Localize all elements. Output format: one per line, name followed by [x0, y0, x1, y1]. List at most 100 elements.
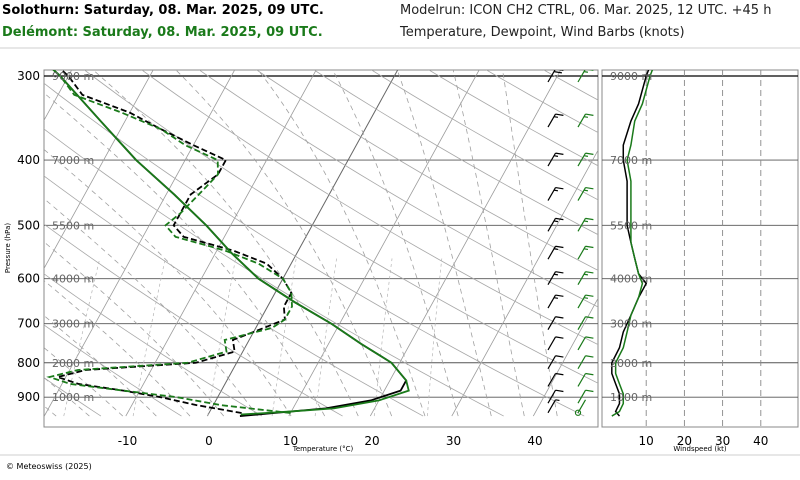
- x-axis-label: Temperature (°C): [292, 445, 354, 453]
- isotherm: [696, 56, 800, 416]
- wind-altitude-label: 5500 m: [610, 219, 652, 232]
- station1-wind-barb: [547, 113, 564, 128]
- wind-altitude-label: 2000 m: [610, 357, 652, 370]
- skewt-plot-area: [44, 56, 800, 417]
- station2-wind-barb: [577, 271, 594, 285]
- dry-adiabat: [83, 70, 598, 384]
- station2-windspeed-line: [611, 70, 654, 417]
- station2-wind-barb-flag: [585, 294, 594, 297]
- wind-altitude-label: 1000 m: [610, 391, 652, 404]
- station2-wind-barb-flag: [585, 355, 594, 358]
- station2-wind-barb: [574, 399, 587, 416]
- mixing-ratio-line: [63, 258, 101, 417]
- station1-wind-barb: [547, 336, 564, 351]
- moist-adiabat: [332, 70, 459, 417]
- station1-wind-barb-flag: [555, 372, 564, 376]
- mixing-ratio-line: [314, 258, 337, 417]
- station2-wind-barb: [577, 245, 594, 260]
- dry-adiabat: [256, 70, 598, 271]
- altitude-label: 2000 m: [52, 357, 94, 370]
- station1-wind-barb-staff: [547, 355, 557, 370]
- altitude-label: 5500 m: [52, 219, 94, 232]
- mixing-ratio-line: [271, 258, 297, 417]
- station2-wind-barb: [577, 152, 594, 167]
- pressure-tick-label: 900: [17, 390, 40, 404]
- station1-wind-barb-flag: [555, 336, 564, 339]
- station2-wind-barb: [577, 372, 594, 387]
- station2-wind-barb: [577, 113, 594, 128]
- station1-wind-barb: [547, 245, 564, 260]
- isotherm: [125, 70, 317, 417]
- station1-wind-barb: [547, 316, 564, 331]
- station2-wind-barb-flag: [585, 152, 594, 155]
- station1-wind-barb-half-flag: [553, 189, 559, 192]
- temperature-tick-label: 40: [527, 434, 542, 448]
- station2-wind-barb: [577, 355, 594, 370]
- dry-adiabat: [141, 70, 598, 346]
- dry-adiabat: [44, 223, 343, 417]
- station2-wind-barb-half-flag: [583, 155, 589, 157]
- windspeed-axis-label: Windspeed (kt): [673, 445, 726, 453]
- station2-wind-barb-flag: [585, 113, 594, 116]
- station1-wind-barb-staff: [547, 294, 557, 309]
- station1-windspeed-line: [611, 70, 650, 417]
- station2-wind-barb-staff: [577, 316, 587, 331]
- altitude-label: 4000 m: [52, 273, 94, 286]
- temperature-tick-label: 10: [283, 434, 298, 448]
- station1-temperature-line: [52, 70, 408, 417]
- station1-wind-barb-staff: [547, 113, 557, 128]
- station2-wind-barb-half-flag: [583, 220, 589, 223]
- station2-wind-barb-half-flag: [583, 71, 589, 73]
- station2-wind-barb: [577, 294, 594, 309]
- station1-wind-barb-staff: [547, 399, 557, 414]
- station2-wind-barb-staff: [577, 271, 587, 285]
- station2-wind-barb: [577, 336, 594, 351]
- isotherm: [44, 70, 154, 270]
- mixing-ratio-line: [207, 258, 236, 417]
- station2-temperature-line: [52, 70, 410, 416]
- altitude-label: 3000 m: [52, 318, 94, 331]
- moist-adiabat: [502, 70, 558, 417]
- station1-wind-barb: [547, 399, 560, 414]
- station1-wind-barb-flag: [557, 70, 564, 71]
- wind-altitude-label: 9000 m: [610, 70, 652, 83]
- dry-adiabat: [44, 82, 585, 417]
- altitude-label: 1000 m: [52, 391, 94, 404]
- moist-adiabat: [44, 241, 224, 417]
- station1-wind-barb: [547, 271, 564, 285]
- chart-header: Solothurn: Saturday, 08. Mar. 2025, 09 U…: [0, 0, 800, 48]
- station2-wind-barb-half-flag: [583, 189, 589, 192]
- station2-wind-barb-staff: [577, 373, 587, 387]
- windspeed-tick-label: 10: [639, 434, 654, 448]
- station2-wind-barb-half-flag: [583, 248, 589, 251]
- windspeed-tick-label: 20: [677, 434, 692, 448]
- station1-wind-barb: [547, 389, 564, 404]
- station1-wind-barb-flag: [555, 271, 564, 274]
- station2-wind-barb-flag: [585, 336, 594, 339]
- station1-title: Solothurn: Saturday, 08. Mar. 2025, 09 U…: [2, 3, 324, 18]
- station1-wind-barb-flag: [555, 294, 564, 297]
- mixing-ratio-line: [427, 258, 443, 417]
- dry-adiabat: [44, 175, 424, 417]
- station1-wind-barb: [547, 294, 564, 309]
- station2-wind-barb-staff: [577, 355, 587, 370]
- station2-wind-barb-half-flag: [583, 273, 589, 276]
- station2-wind-barb-flag: [585, 316, 594, 319]
- mixing-ratio-line: [373, 258, 393, 417]
- temperature-tick-label: 0: [205, 434, 213, 448]
- dry-adiabat: [370, 70, 598, 201]
- station2-wind-barb-half-flag: [583, 297, 589, 299]
- station1-wind-barb-half-flag: [553, 297, 559, 299]
- station1-wind-barb-flag: [553, 71, 562, 74]
- dry-adiabat: [428, 70, 598, 167]
- station2-wind-barb: [577, 70, 594, 83]
- moist-adiabat: [92, 70, 359, 417]
- station2-wind-barb-flag: [585, 186, 594, 190]
- temperature-tick-label: 20: [364, 434, 379, 448]
- station2-wind-barb-staff: [577, 152, 587, 167]
- station1-wind-barb-staff: [547, 373, 557, 387]
- station2-wind-barb-staff: [577, 336, 587, 351]
- station1-wind-barb-flag: [555, 389, 564, 393]
- station1-wind-barb-half-flag: [555, 399, 560, 402]
